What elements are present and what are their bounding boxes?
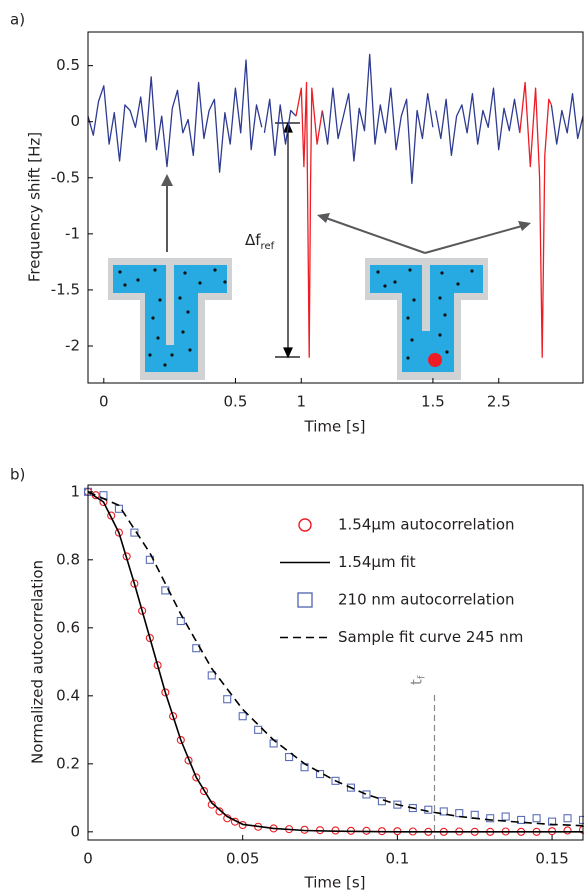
point	[192, 773, 201, 782]
legend-label: 1.54µm fit	[338, 553, 416, 571]
point	[114, 528, 123, 537]
inset-empty	[108, 258, 232, 380]
point	[331, 776, 340, 785]
point	[532, 814, 541, 823]
x-tick-label: 0.15	[535, 850, 568, 868]
point	[238, 712, 247, 721]
plot-frame	[87, 484, 584, 841]
legend-marker	[297, 592, 313, 608]
legend-label: 210 nm autocorrelation	[338, 591, 515, 609]
delta-sub: ref	[261, 241, 275, 252]
point	[153, 661, 162, 670]
x-tick-label: 0.5	[224, 393, 248, 411]
point	[161, 586, 170, 595]
y-tick-label: -0.5	[51, 168, 80, 186]
point	[362, 790, 371, 799]
y-tick-label: -2	[65, 336, 80, 354]
y-tick-label: 0.8	[56, 550, 80, 568]
y-tick-label: 0.5	[56, 56, 80, 74]
y-tick-label: 0.6	[56, 618, 80, 636]
x-tick-label: 0	[99, 393, 109, 411]
x-axis-label: Time [s]	[304, 418, 366, 436]
plot	[87, 53, 584, 358]
point	[486, 814, 495, 823]
y-tick-label: -1.5	[51, 280, 80, 298]
legend-label: Sample fit curve 245 nm	[338, 628, 523, 646]
point	[207, 800, 216, 809]
inset-particle	[365, 258, 488, 380]
point	[130, 528, 139, 537]
threshold-sub: f	[417, 675, 428, 679]
panel-label: b)	[10, 466, 25, 484]
y-tick-label: 0	[70, 822, 80, 840]
y-axis-label: Normalized autocorrelation	[29, 560, 47, 764]
point	[169, 712, 178, 721]
x-axis-label: Time [s]	[304, 874, 366, 892]
point	[161, 688, 170, 697]
y-tick-label: 1	[70, 482, 80, 500]
series-line	[87, 491, 583, 833]
series-line	[295, 81, 552, 358]
point	[176, 616, 185, 626]
point	[138, 606, 147, 615]
threshold-label: tf	[407, 675, 428, 685]
point	[285, 752, 294, 762]
point	[223, 695, 232, 704]
x-tick-label: 1.5	[421, 393, 445, 411]
legend-marker	[298, 518, 312, 532]
x-tick-label: 1	[296, 393, 306, 411]
point	[107, 511, 116, 520]
series-line	[87, 491, 584, 827]
x-tick-label: 2.5	[487, 393, 511, 411]
delta-text: Δf	[245, 231, 261, 249]
delta-arrow	[275, 121, 300, 359]
point	[455, 809, 464, 818]
y-tick-label: 0.2	[56, 754, 80, 772]
x-tick-label: 0.05	[226, 850, 259, 868]
point	[215, 807, 224, 816]
point	[130, 579, 139, 588]
y-tick-label: 0.4	[56, 686, 80, 704]
y-axis-label: Frequency shift [Hz]	[26, 132, 44, 282]
point	[439, 807, 448, 816]
point	[563, 826, 572, 835]
point	[199, 786, 209, 796]
threshold-text: t	[407, 679, 425, 685]
point	[517, 815, 526, 824]
arrows	[161, 174, 531, 254]
x-tick-label: 0	[83, 850, 93, 868]
delta-label: Δfref	[245, 231, 275, 253]
point	[254, 725, 263, 734]
series-line	[87, 53, 584, 185]
y-tick-label: -1	[65, 224, 80, 242]
point	[114, 504, 123, 513]
y-tick-label: 0	[70, 112, 80, 130]
point	[563, 814, 572, 823]
point	[377, 797, 386, 806]
point	[145, 633, 154, 643]
point	[207, 671, 216, 680]
point	[424, 805, 433, 814]
point	[176, 735, 185, 745]
plot-frame	[87, 31, 584, 384]
panel-label: a)	[10, 11, 25, 29]
plot	[83, 487, 584, 836]
point	[346, 783, 356, 792]
x-tick-label: 0.1	[385, 850, 409, 868]
legend-label: 1.54µm autocorrelation	[338, 516, 515, 534]
point	[501, 812, 510, 821]
